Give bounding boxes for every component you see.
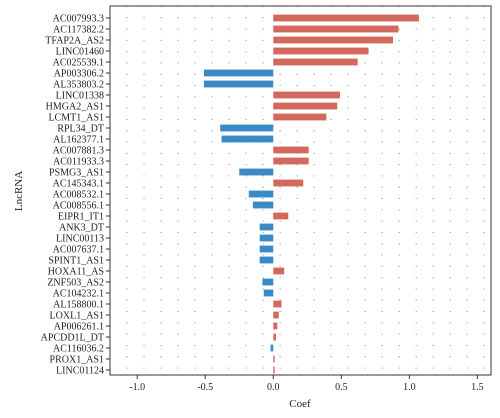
bar-ac007881-3: [273, 146, 309, 154]
bar-apcdd1l-dt: [273, 333, 277, 341]
bar-al162377-1: [221, 135, 274, 143]
y-tick-label: LINC01460: [56, 47, 104, 58]
y-tick-label: AC145343.1: [53, 179, 104, 190]
y-tick-label: PROX1_AS1: [50, 355, 104, 366]
y-tick-label: AC117382.2: [53, 25, 104, 36]
y-tick-label: AC011933.3: [53, 157, 104, 168]
y-tick-label: AC008532.1: [53, 190, 104, 201]
x-tick-label: -1.0: [129, 382, 145, 393]
y-tick-label: AL162377.1: [53, 135, 104, 146]
y-tick-label: AP003306.2: [54, 69, 104, 80]
y-tick-label: LOXL1_AS1: [50, 311, 104, 322]
x-tick-label: 0.5: [335, 382, 348, 393]
bar-ank3-dt: [259, 223, 274, 231]
bar-ac117382-2: [273, 25, 399, 33]
bar-lcmt1-as1: [273, 113, 327, 121]
plot-frame: [109, 5, 492, 376]
y-tick-label: SPINT1_AS1: [48, 256, 104, 267]
bar-ac025539-1: [273, 58, 358, 66]
y-tick-label: LINC01338: [56, 91, 104, 102]
x-tick-labels: -1.0 -0.5 0.0 0.5 1.0 1.5: [129, 375, 484, 393]
y-tick-label: AL353803.2: [53, 80, 104, 91]
bar-ac007993-3: [273, 14, 419, 22]
x-tick-label: 1.0: [403, 382, 416, 393]
bar-ac104232-1: [263, 289, 274, 297]
y-tick-label: AC104232.1: [53, 289, 104, 300]
bar-ac011933-3: [273, 157, 309, 165]
y-tick-label: AC008556.1: [53, 201, 104, 212]
y-tick-label: RPL34_DT: [57, 124, 104, 135]
y-tick-label: HMGA2_AS1: [46, 102, 104, 113]
bar-ac116036-2: [270, 344, 274, 352]
y-tick-label: APCDD1L_DT: [41, 333, 104, 344]
bar-ap006261-1: [273, 322, 278, 330]
bar-prox1-as1: [273, 355, 275, 363]
x-tick-label: 0.0: [267, 382, 280, 393]
bar-linc01338: [273, 91, 340, 99]
y-tick-label: TFAP2A_AS2: [45, 36, 104, 47]
bar-psmg3-as1: [239, 168, 274, 176]
x-tick-label: 1.5: [471, 382, 484, 393]
bar-znf503-as2: [262, 278, 274, 286]
y-tick-label: LINC00113: [56, 234, 104, 245]
y-tick-label: LINC01124: [56, 366, 104, 377]
y-tick-label: AC116036.2: [53, 344, 104, 355]
y-tick-label: AP006261.1: [54, 322, 104, 333]
x-tick-label: -0.5: [197, 382, 213, 393]
bar-hoxa11-as: [273, 267, 285, 275]
y-tick-label: ZNF503_AS2: [47, 278, 104, 289]
y-tick-label: AC025539.1: [53, 58, 104, 69]
bar-hmga2-as1: [273, 102, 338, 110]
bar-al158800-1: [273, 300, 282, 308]
bar-ac145343-1: [273, 179, 304, 187]
y-tick-label: HOXA11_AS: [48, 267, 104, 278]
bar-linc01460: [273, 47, 369, 55]
y-tick-label: PSMG3_AS1: [49, 168, 104, 179]
bar-ap003306-2: [203, 69, 274, 77]
bar-eipr1-it1: [273, 212, 289, 220]
x-axis-title: Coef: [289, 398, 311, 410]
bar-rpl34-dt: [220, 124, 274, 132]
bar-spint1-as1: [259, 256, 274, 264]
y-tick-label: AL158800.1: [53, 300, 104, 311]
bars: [203, 14, 419, 374]
bar-linc01124: [273, 366, 275, 374]
y-tick-label: LCMT1_AS1: [48, 113, 104, 124]
bar-ac008532-1: [248, 190, 274, 198]
y-tick-label: ANK3_DT: [59, 223, 104, 234]
y-tick-label: EIPR1_IT1: [58, 212, 104, 223]
bar-linc00113: [259, 234, 274, 242]
y-axis-title: LncRNA: [13, 171, 25, 211]
bar-ac008556-1: [252, 201, 274, 209]
bar-loxl1-as1: [273, 311, 279, 319]
bar-al353803-2: [203, 80, 274, 88]
y-tick-label: AC007993.3: [53, 14, 104, 25]
y-tick-label: AC007881.3: [53, 146, 104, 157]
bar-ac007637-1: [259, 245, 274, 253]
bar-tfap2a-as2: [273, 36, 394, 44]
y-tick-label: AC007637.1: [53, 245, 104, 256]
y-tick-labels: AC007993.3AC117382.2TFAP2A_AS2LINC01460A…: [41, 14, 110, 377]
